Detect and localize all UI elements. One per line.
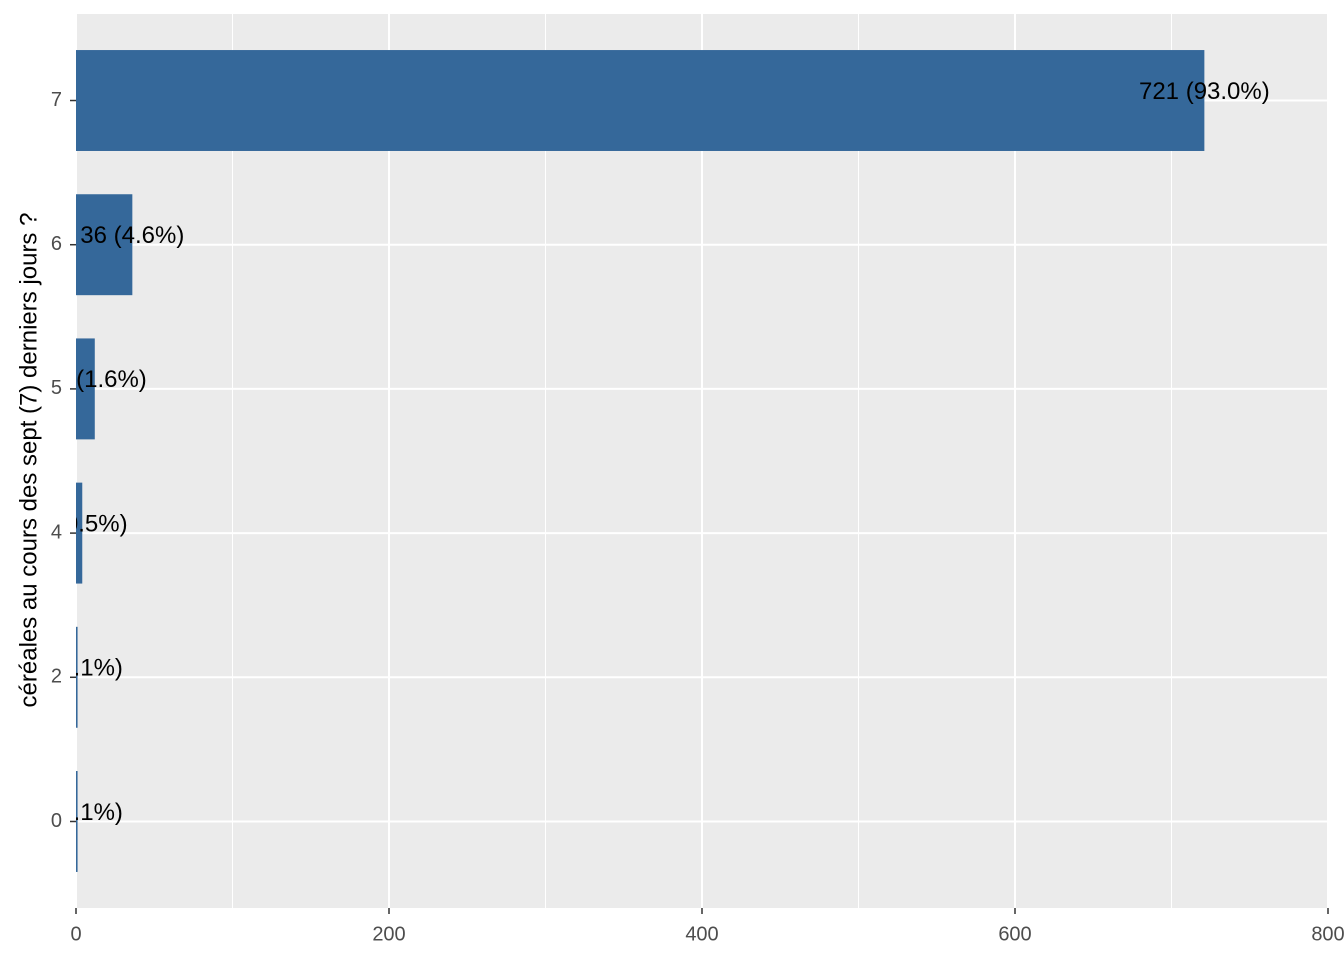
bar — [76, 482, 83, 584]
y-tick-label: 2 — [51, 666, 62, 688]
bar — [76, 50, 1205, 151]
value-label: 1 (0.1%) — [32, 799, 123, 826]
y-tick-label: 0 — [51, 810, 62, 832]
y-tick-label: 5 — [51, 377, 62, 399]
plot-area: 1 (0.1%) 1 (0.1%) 4 (0.5%) 12 (1.6%) 36 (4.6… — [32, 50, 1270, 872]
value-label: 36 (4.6%) — [80, 222, 184, 249]
x-tick-label: 400 — [685, 923, 718, 945]
x-tick-label: 800 — [1311, 923, 1344, 945]
bar — [76, 194, 133, 296]
x-tick-label: 0 — [70, 923, 81, 945]
y-tick-label: 4 — [51, 521, 62, 543]
value-label: 721 (93.0%) — [1139, 78, 1270, 105]
y-tick-label: 6 — [51, 233, 62, 255]
value-label: 4 (0.5%) — [37, 510, 128, 537]
y-axis-title: céréales au cours des sept (7) derniers … — [15, 213, 42, 708]
bar — [76, 771, 78, 872]
value-label: 12 (1.6%) — [43, 366, 147, 393]
y-tick-label: 7 — [51, 89, 62, 111]
bar — [76, 626, 78, 728]
bar — [76, 338, 95, 440]
x-tick-label: 200 — [372, 923, 405, 945]
axes: 0 200 400 600 800 0 2 4 5 6 7 — [51, 89, 1344, 945]
value-label: 1 (0.1%) — [32, 655, 123, 682]
x-tick-label: 600 — [998, 923, 1031, 945]
